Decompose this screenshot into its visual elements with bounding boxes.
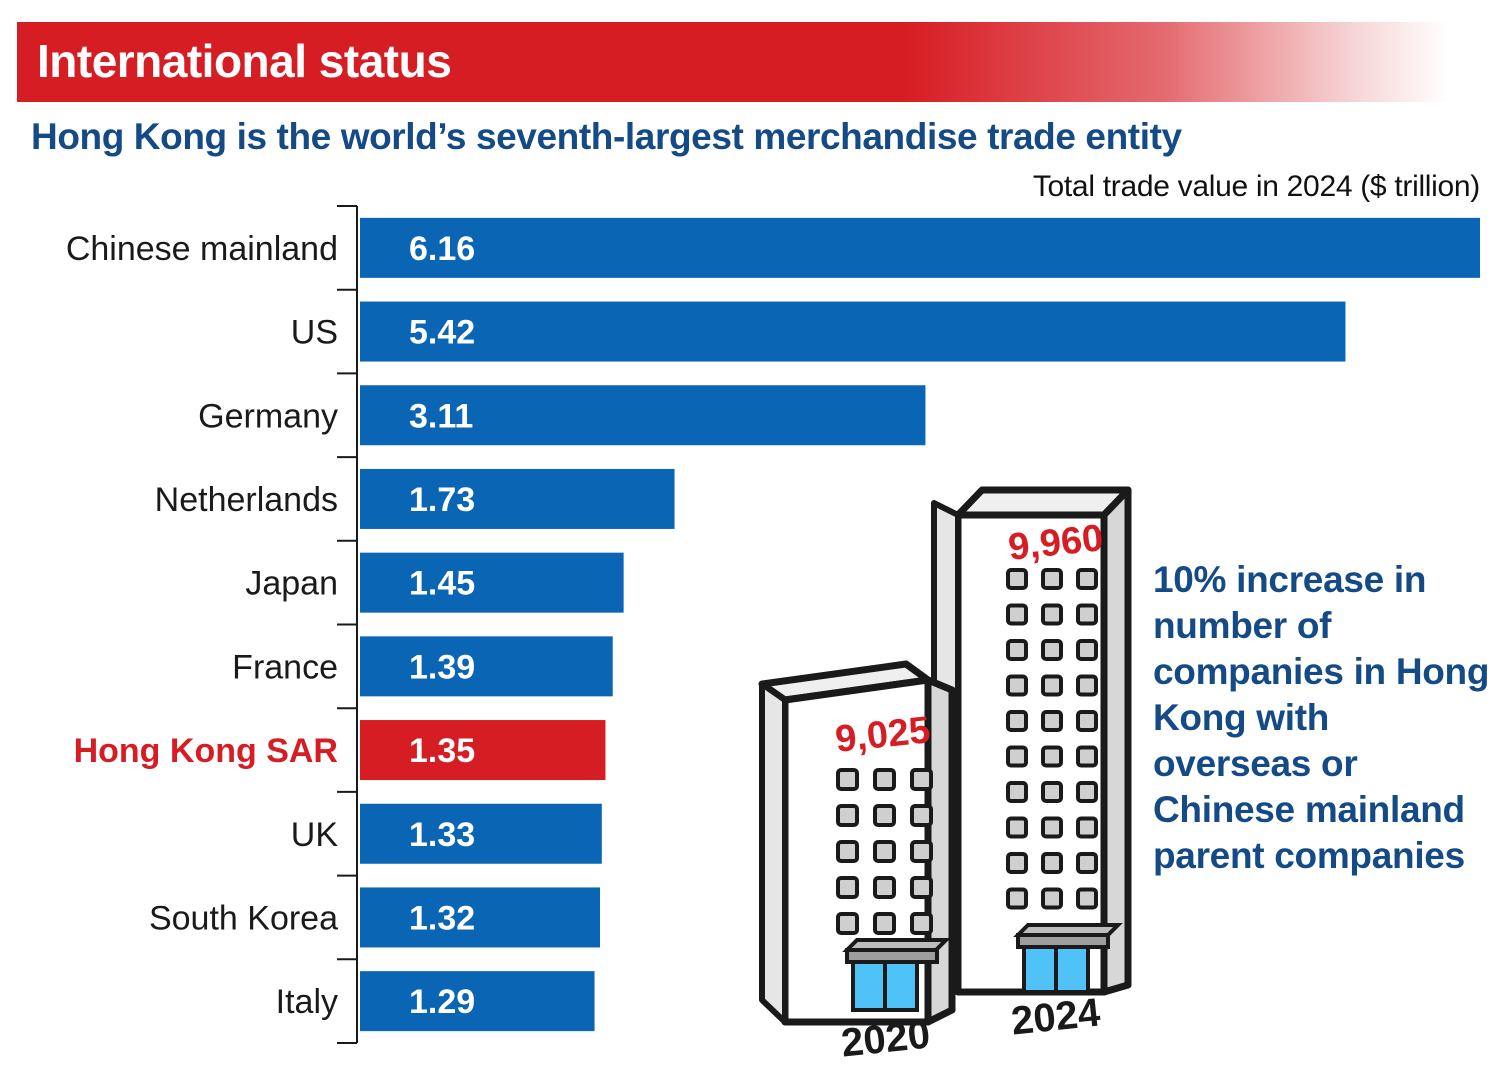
building-window: [1006, 781, 1028, 803]
building-window: [1041, 852, 1063, 874]
building-window: [1041, 603, 1063, 626]
bar-value-label: 1.39: [409, 648, 475, 686]
unit-label: Total trade value in 2024 ($ trillion): [1032, 170, 1480, 203]
building-window: [1006, 710, 1028, 732]
building-window: [1006, 816, 1028, 839]
category-label: Netherlands: [155, 481, 338, 519]
building-window: [1076, 816, 1098, 839]
building-window: [910, 876, 933, 899]
bar-value-label: 1.32: [409, 899, 475, 937]
category-label: UK: [291, 816, 339, 854]
building-window: [836, 804, 859, 827]
bar: [360, 720, 606, 781]
bar-value-label: 1.29: [409, 983, 475, 1021]
building-window: [1076, 852, 1098, 874]
category-label: Italy: [276, 983, 338, 1021]
building-window: [1006, 674, 1028, 697]
building-window: [1041, 568, 1063, 590]
building-window: [836, 840, 859, 863]
building-window: [873, 840, 896, 863]
building-window: [1041, 674, 1063, 697]
bar-value-label: 3.11: [409, 397, 473, 435]
building-window: [910, 912, 933, 935]
bar: [360, 803, 602, 864]
building-2024-count: 9,960: [1006, 517, 1105, 569]
category-label: Hong Kong SAR: [74, 732, 338, 770]
companies-callout: 10% increase in number of companies in H…: [1153, 559, 1490, 876]
building-2020-count: 9,025: [833, 709, 932, 761]
bar: [360, 552, 624, 613]
building-window: [1041, 816, 1063, 839]
building-window: [1076, 603, 1098, 626]
category-label: US: [291, 314, 338, 352]
bar: [360, 468, 675, 529]
building-window: [910, 768, 933, 791]
category-label: France: [232, 648, 338, 686]
bar: [360, 385, 926, 446]
building-window: [1076, 781, 1098, 803]
header-banner: International status: [17, 22, 1450, 102]
building-window: [1006, 639, 1028, 661]
building-window: [1076, 710, 1098, 732]
bar: [360, 636, 613, 697]
bar-value-label: 5.42: [409, 314, 475, 352]
building-window: [1076, 745, 1098, 768]
building-window: [836, 768, 859, 791]
bar-value-label: 1.35: [409, 732, 475, 770]
building-window: [1041, 639, 1063, 661]
chart-title: Hong Kong is the world’s seventh-largest…: [31, 116, 1182, 157]
category-label: Germany: [198, 397, 338, 435]
building-window: [836, 912, 859, 935]
building-window: [1006, 603, 1028, 626]
building-window: [1041, 745, 1063, 768]
building-window: [1041, 781, 1063, 803]
building-window: [1076, 887, 1098, 910]
bar-value-label: 1.73: [409, 481, 475, 519]
building-window: [1076, 674, 1098, 697]
building-window: [1006, 852, 1028, 874]
page-title: International status: [37, 35, 452, 87]
category-label: South Korea: [149, 899, 338, 937]
building-window: [1076, 639, 1098, 661]
building-window: [1076, 568, 1098, 590]
bar-value-label: 6.16: [409, 230, 475, 268]
building-window: [873, 804, 896, 827]
building-window: [1006, 568, 1028, 590]
building-window: [1006, 745, 1028, 768]
building-window: [1041, 710, 1063, 732]
building-window: [1041, 887, 1063, 910]
bar: [360, 887, 600, 948]
bar-value-label: 1.33: [409, 816, 475, 854]
bar-value-label: 1.45: [409, 565, 475, 603]
bar: [360, 301, 1346, 362]
building-window: [836, 876, 859, 899]
bar: [360, 971, 595, 1032]
category-label: Chinese mainland: [66, 230, 338, 268]
category-label: Japan: [245, 565, 338, 603]
building-window: [910, 804, 933, 827]
building-window: [873, 876, 896, 899]
building-window: [910, 840, 933, 863]
building-2024-year: 2024: [1009, 990, 1103, 1043]
building-window: [873, 912, 896, 935]
building-2020: [758, 660, 956, 1026]
bar: [360, 217, 1480, 278]
building-2020-year: 2020: [839, 1013, 932, 1066]
building-window: [1006, 887, 1028, 910]
building-window: [873, 768, 896, 791]
